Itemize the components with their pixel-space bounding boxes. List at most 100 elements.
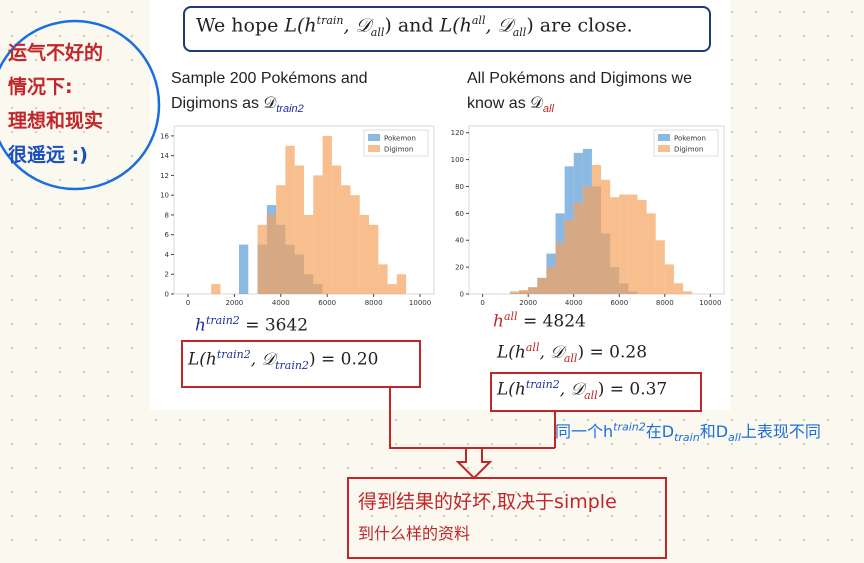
text: We hope bbox=[196, 14, 285, 37]
x-tick-label: 8000 bbox=[656, 299, 674, 307]
h-all: hall = 4824 bbox=[493, 310, 586, 332]
math: , 𝒟 bbox=[539, 342, 564, 363]
histogram-bar bbox=[387, 284, 397, 294]
math: h bbox=[195, 315, 206, 336]
statement-box bbox=[183, 6, 711, 52]
histogram-bar bbox=[350, 195, 360, 294]
histogram-bar bbox=[294, 165, 304, 294]
statement: We hope L(htrain, 𝒟all) and L(hall, 𝒟all… bbox=[196, 14, 633, 39]
conclusion: 得到结果的好坏,取决于simple 到什么样的资料 bbox=[358, 486, 617, 550]
y-tick-label: 0 bbox=[460, 291, 464, 299]
loss-all: L(hall, 𝒟all) = 0.28 bbox=[497, 341, 647, 365]
text: know as 𝒟all bbox=[467, 91, 692, 122]
x-tick-label: 0 bbox=[480, 299, 484, 307]
y-tick-label: 6 bbox=[165, 231, 170, 239]
text: Sample 200 Pokémons and bbox=[171, 70, 368, 87]
y-tick-label: 120 bbox=[451, 129, 464, 137]
text: All Pokémons and Digimons we bbox=[467, 70, 692, 87]
math: all bbox=[370, 26, 385, 40]
loss-train2-all: L(htrain2, 𝒟all) = 0.37 bbox=[497, 378, 667, 402]
math: all bbox=[525, 341, 540, 354]
text: know as 𝒟 bbox=[467, 95, 543, 112]
loss-train2: L(htrain2, 𝒟train2) = 0.20 bbox=[188, 348, 378, 372]
y-tick-label: 10 bbox=[160, 192, 169, 200]
y-tick-label: 12 bbox=[160, 172, 169, 180]
x-tick-label: 6000 bbox=[318, 299, 336, 307]
text: 很遥远 :) bbox=[8, 144, 88, 166]
text: 和D bbox=[699, 422, 729, 441]
text: 上表现不同 bbox=[740, 422, 821, 441]
math: all bbox=[512, 26, 527, 40]
text: all bbox=[728, 431, 741, 445]
histogram-bar bbox=[396, 274, 407, 294]
legend-swatch bbox=[658, 145, 670, 152]
histogram-bar bbox=[322, 135, 332, 294]
chart: 0 2 4 6 8 10 12 14 16 0 2000 4000 6000 8000 10000 Pokem… bbox=[160, 125, 435, 307]
left-caption: Sample 200 Pokémons and Digimons as 𝒟trai… bbox=[171, 66, 368, 122]
text: = 3642 bbox=[239, 315, 309, 336]
histogram-bar bbox=[378, 264, 388, 294]
histogram-bar bbox=[655, 240, 665, 294]
math: h bbox=[493, 311, 504, 332]
text: 同一个h bbox=[555, 422, 614, 441]
y-tick-label: 60 bbox=[455, 210, 464, 218]
histogram-bar bbox=[637, 199, 647, 294]
text: train bbox=[674, 431, 700, 445]
x-tick-label: 10000 bbox=[409, 299, 431, 307]
legend-label: Digimon bbox=[674, 146, 703, 154]
h-train2: htrain2 = 3642 bbox=[195, 314, 308, 336]
math: all bbox=[471, 14, 486, 27]
histogram-bar bbox=[582, 186, 592, 294]
histogram-bar bbox=[331, 165, 342, 294]
histogram-bar bbox=[673, 283, 684, 294]
y-tick-label: 0 bbox=[165, 291, 169, 299]
math: L(h bbox=[439, 14, 472, 37]
math: all bbox=[584, 389, 598, 403]
histogram-bar bbox=[591, 164, 602, 294]
histogram-bar bbox=[646, 213, 656, 294]
histogram-bar bbox=[276, 185, 286, 294]
text: Digimons as 𝒟 bbox=[171, 95, 277, 112]
math: , 𝒟 bbox=[485, 14, 513, 37]
math: , 𝒟 bbox=[250, 349, 276, 370]
math: train2 bbox=[205, 314, 240, 327]
math: train2 bbox=[216, 348, 251, 361]
histogram-bar bbox=[359, 214, 369, 294]
math: , 𝒟 bbox=[559, 379, 585, 400]
text: ) = 0.20 bbox=[308, 349, 379, 370]
x-tick-label: 10000 bbox=[699, 299, 721, 307]
histogram-bar bbox=[519, 289, 529, 294]
y-tick-label: 8 bbox=[165, 211, 169, 219]
text: = 4824 bbox=[517, 311, 586, 332]
histogram-bar bbox=[546, 267, 556, 294]
histogram-bar bbox=[564, 220, 574, 294]
math: all bbox=[542, 103, 554, 116]
legend-swatch bbox=[368, 134, 380, 141]
math: L(h bbox=[497, 342, 526, 363]
arrow bbox=[455, 448, 493, 480]
histogram-bar bbox=[509, 291, 520, 294]
text: ) = 0.28 bbox=[577, 342, 648, 363]
text: 得到结果的好坏,取决于simple bbox=[358, 491, 617, 513]
legend-swatch bbox=[368, 145, 380, 152]
math: L(h bbox=[497, 379, 526, 400]
text: 运气不好的 bbox=[8, 42, 104, 64]
y-tick-label: 16 bbox=[160, 132, 169, 140]
histogram-bar bbox=[628, 194, 638, 294]
x-tick-label: 4000 bbox=[272, 299, 290, 307]
y-tick-label: 4 bbox=[165, 251, 170, 259]
histogram-bar bbox=[555, 242, 565, 294]
x-tick-label: 2000 bbox=[519, 299, 537, 307]
text: ) = 0.37 bbox=[597, 379, 668, 400]
chart: 0 20 40 60 80 100 120 0 2000 4000 6000 8000 10000 Pok… bbox=[451, 125, 725, 307]
text: 到什么样的资料 bbox=[358, 524, 471, 543]
math: all bbox=[563, 352, 578, 366]
histogram-bar bbox=[610, 197, 620, 294]
histogram-bar bbox=[304, 214, 314, 294]
text: 情况下: bbox=[8, 76, 73, 98]
math: train bbox=[316, 14, 344, 27]
histogram-bar bbox=[683, 291, 693, 294]
math: L(h bbox=[284, 14, 317, 37]
math: , 𝒟 bbox=[343, 14, 371, 37]
